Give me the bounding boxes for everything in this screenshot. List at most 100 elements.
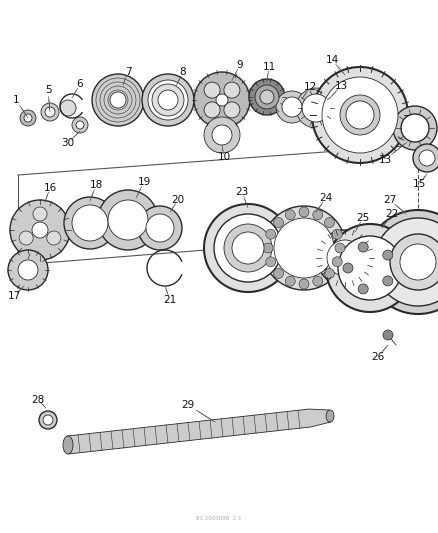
- Ellipse shape: [255, 85, 279, 109]
- Ellipse shape: [282, 97, 302, 117]
- Text: 5: 5: [45, 85, 51, 95]
- Ellipse shape: [326, 224, 414, 312]
- Ellipse shape: [10, 200, 70, 260]
- Ellipse shape: [63, 436, 73, 454]
- Ellipse shape: [346, 101, 374, 129]
- Ellipse shape: [266, 257, 276, 267]
- Ellipse shape: [383, 250, 393, 260]
- Ellipse shape: [152, 84, 184, 116]
- Ellipse shape: [224, 102, 240, 118]
- Ellipse shape: [332, 257, 342, 267]
- Text: 26: 26: [371, 352, 385, 362]
- Text: 12: 12: [304, 82, 317, 92]
- Ellipse shape: [313, 210, 323, 220]
- Ellipse shape: [18, 260, 38, 280]
- Ellipse shape: [322, 77, 398, 153]
- Text: 21: 21: [163, 295, 177, 305]
- Ellipse shape: [76, 121, 84, 129]
- Ellipse shape: [138, 206, 182, 250]
- Ellipse shape: [374, 218, 438, 306]
- Ellipse shape: [340, 95, 380, 135]
- Text: 81 2000098  2 1: 81 2000098 2 1: [196, 516, 242, 521]
- Text: 25: 25: [357, 213, 370, 223]
- Text: 20: 20: [171, 195, 184, 205]
- Ellipse shape: [317, 230, 373, 286]
- Ellipse shape: [214, 214, 282, 282]
- Ellipse shape: [232, 232, 264, 264]
- Ellipse shape: [224, 224, 272, 272]
- Ellipse shape: [358, 284, 368, 294]
- Ellipse shape: [401, 114, 429, 142]
- Ellipse shape: [299, 279, 309, 289]
- Ellipse shape: [332, 229, 342, 239]
- Text: 17: 17: [7, 291, 21, 301]
- Ellipse shape: [98, 190, 158, 250]
- Ellipse shape: [383, 276, 393, 286]
- Ellipse shape: [326, 410, 334, 422]
- Ellipse shape: [274, 217, 283, 228]
- Text: 8: 8: [180, 67, 186, 77]
- Ellipse shape: [32, 222, 48, 238]
- Ellipse shape: [72, 117, 88, 133]
- Text: 13: 13: [378, 155, 392, 165]
- Ellipse shape: [108, 200, 148, 240]
- Ellipse shape: [216, 94, 228, 106]
- Ellipse shape: [24, 114, 32, 122]
- Ellipse shape: [60, 100, 76, 116]
- Text: 29: 29: [181, 400, 194, 410]
- Text: 7: 7: [125, 67, 131, 77]
- Ellipse shape: [110, 92, 126, 108]
- Ellipse shape: [419, 150, 435, 166]
- Ellipse shape: [276, 91, 308, 123]
- Ellipse shape: [285, 276, 295, 286]
- Ellipse shape: [158, 90, 178, 110]
- Text: 27: 27: [383, 195, 397, 205]
- Ellipse shape: [313, 276, 323, 286]
- Text: 19: 19: [138, 177, 151, 187]
- Ellipse shape: [285, 210, 295, 220]
- Ellipse shape: [249, 79, 285, 115]
- Ellipse shape: [390, 234, 438, 290]
- Ellipse shape: [204, 204, 292, 292]
- Ellipse shape: [8, 250, 48, 290]
- Text: 1: 1: [13, 95, 19, 105]
- Ellipse shape: [296, 88, 336, 128]
- Ellipse shape: [335, 243, 345, 253]
- Text: 10: 10: [217, 152, 230, 162]
- Ellipse shape: [266, 229, 276, 239]
- Text: 16: 16: [43, 183, 57, 193]
- Text: 9: 9: [237, 60, 244, 70]
- Text: 13: 13: [334, 81, 348, 91]
- Ellipse shape: [263, 243, 273, 253]
- Ellipse shape: [142, 74, 194, 126]
- Text: 15: 15: [412, 179, 426, 189]
- Ellipse shape: [92, 74, 144, 126]
- Ellipse shape: [194, 72, 250, 128]
- Ellipse shape: [45, 107, 55, 117]
- Ellipse shape: [43, 415, 53, 425]
- Ellipse shape: [366, 210, 438, 314]
- Ellipse shape: [72, 205, 108, 241]
- Ellipse shape: [19, 231, 33, 245]
- Ellipse shape: [260, 90, 274, 104]
- Ellipse shape: [204, 117, 240, 153]
- Ellipse shape: [41, 103, 59, 121]
- Ellipse shape: [413, 144, 438, 172]
- Ellipse shape: [343, 263, 353, 273]
- Polygon shape: [67, 409, 331, 454]
- Ellipse shape: [302, 94, 330, 122]
- Ellipse shape: [274, 218, 334, 278]
- Ellipse shape: [47, 231, 61, 245]
- Text: 22: 22: [385, 209, 399, 219]
- Ellipse shape: [299, 207, 309, 217]
- Ellipse shape: [146, 214, 174, 242]
- Text: 14: 14: [325, 55, 339, 65]
- Text: 11: 11: [262, 62, 276, 72]
- Ellipse shape: [204, 82, 220, 98]
- Ellipse shape: [325, 217, 335, 228]
- Text: 18: 18: [89, 180, 102, 190]
- Text: 28: 28: [32, 395, 45, 405]
- Ellipse shape: [204, 102, 220, 118]
- Ellipse shape: [400, 244, 436, 280]
- Ellipse shape: [274, 269, 283, 278]
